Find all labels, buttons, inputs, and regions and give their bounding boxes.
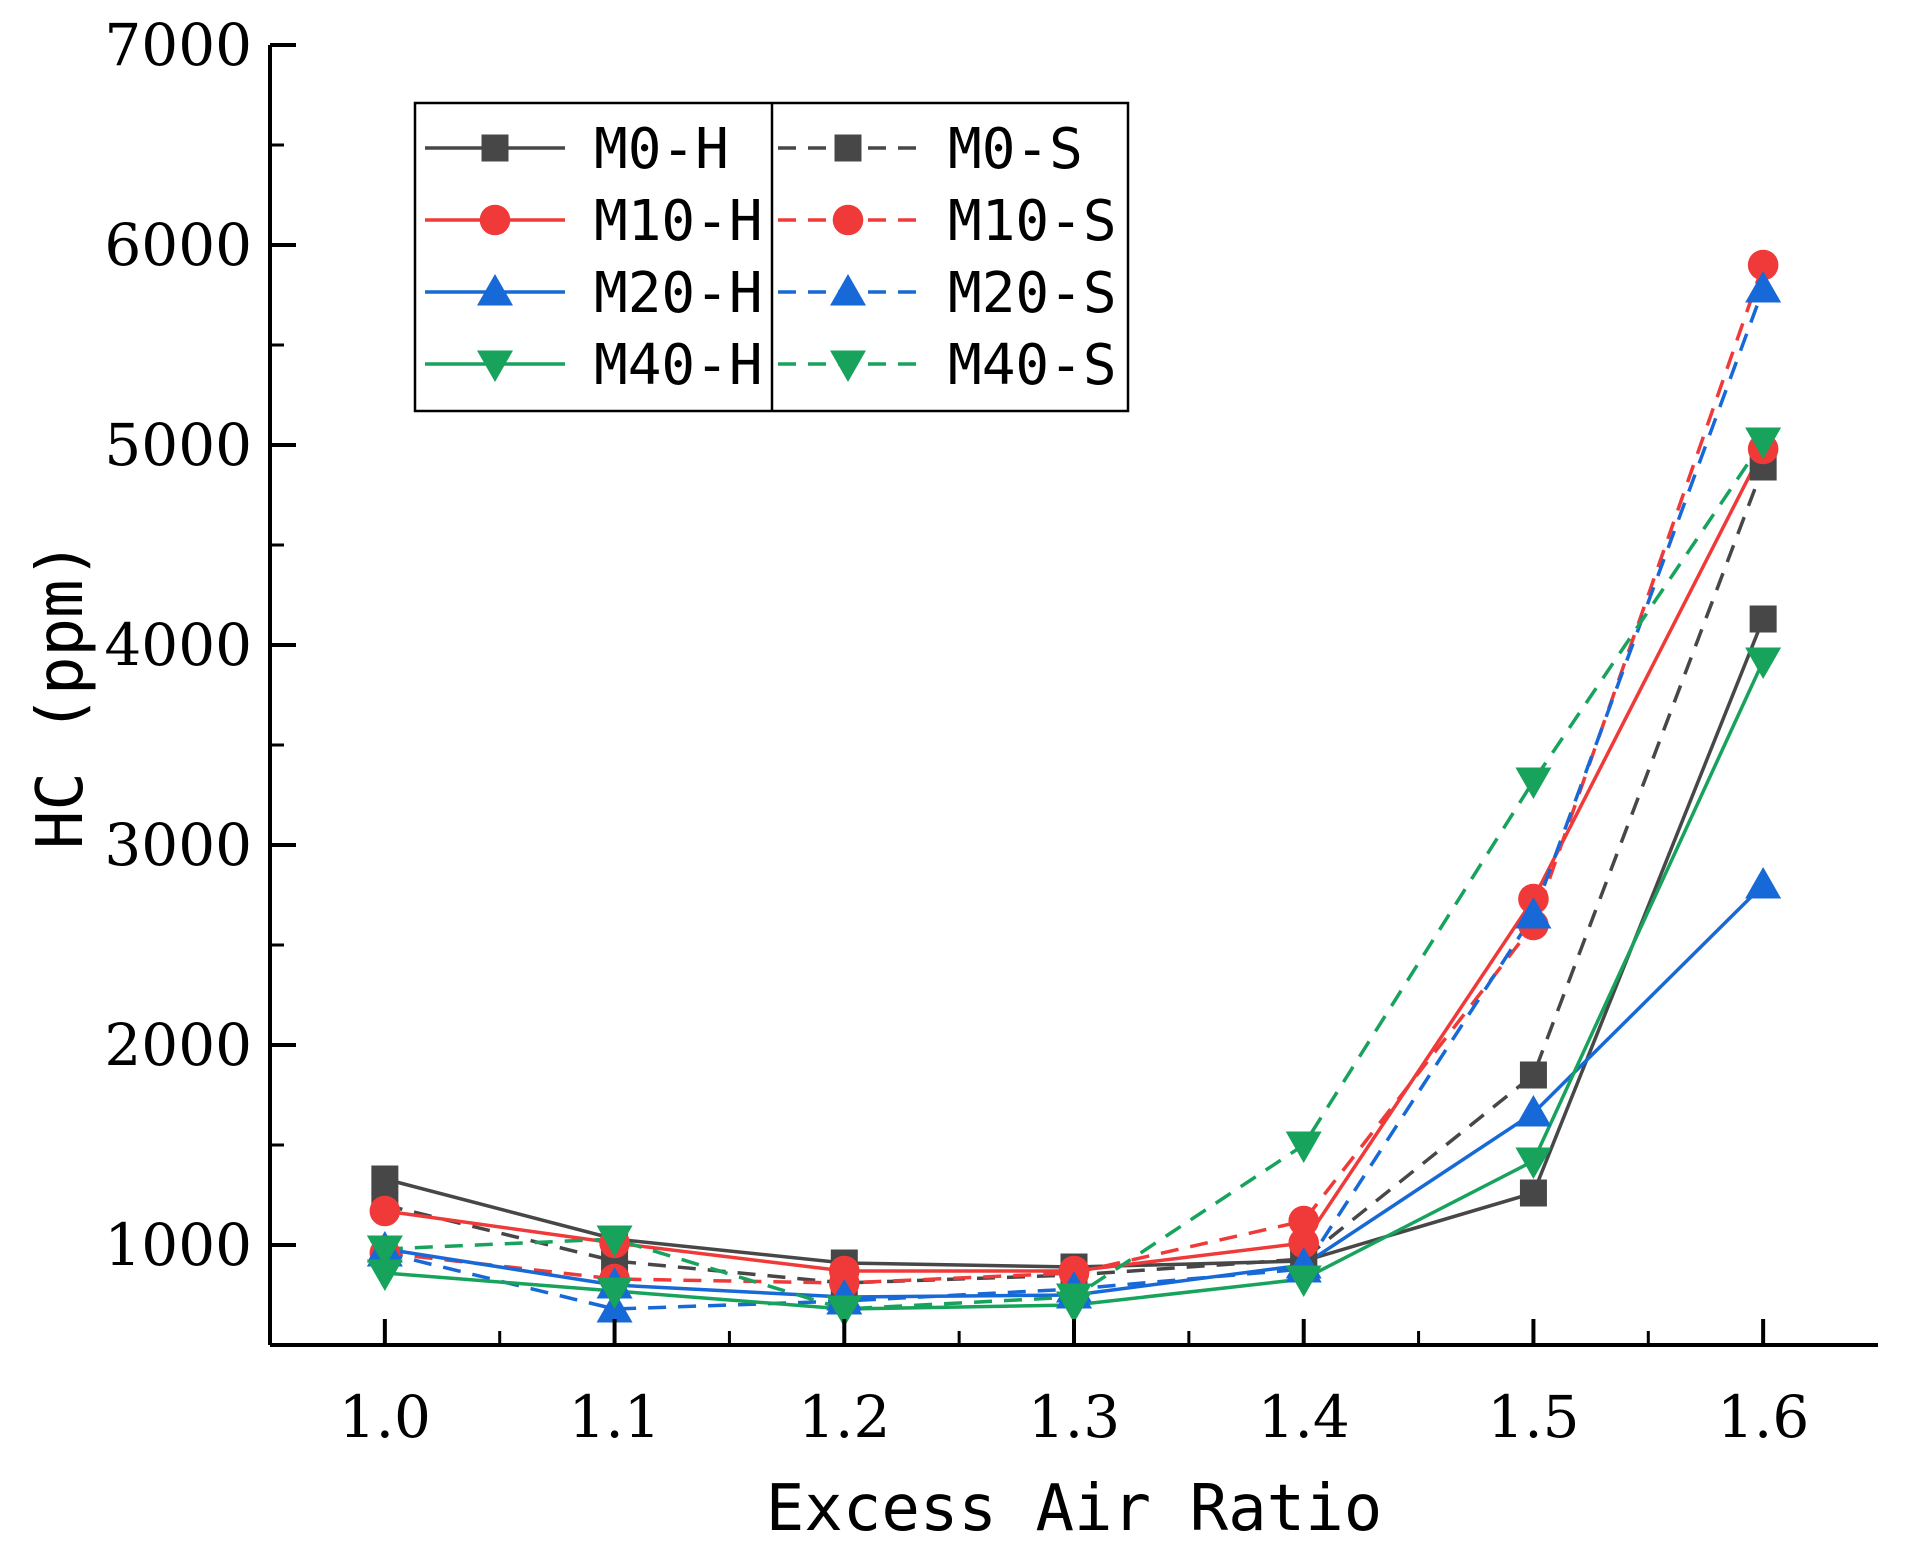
series-layer — [366, 249, 1782, 1327]
point-m40-h — [366, 1259, 403, 1291]
series-line-m10-h — [384, 448, 1765, 1273]
point-m10-s — [1288, 1205, 1320, 1237]
x-axis-title: Excess Air Ratio — [766, 1472, 1383, 1546]
point-m10-h — [1288, 1227, 1320, 1259]
point-m40-h — [1285, 1265, 1322, 1297]
legend: M0-H M10-H M20-H M40-H M0-S M10-S M20-S M40-S — [413, 101, 1130, 413]
point-m0-h — [1749, 605, 1777, 633]
legend-label-m40-h: M40-H — [594, 333, 763, 398]
point-m40-s — [1745, 427, 1782, 459]
legend-marker-m20-s — [830, 274, 866, 306]
series-line-m40-h — [384, 660, 1765, 1311]
x-tick-label: 1.3 — [1028, 1383, 1120, 1451]
y-tick-label: 3000 — [104, 811, 252, 879]
legend-label-m0-h: M0-H — [594, 117, 729, 182]
y-axis-title: HC (ppm) — [24, 541, 98, 849]
legend-marker-m40-s — [830, 350, 866, 382]
x-tick-label: 1.6 — [1717, 1383, 1809, 1451]
point-m0-h — [1519, 1179, 1547, 1207]
point-m20-h — [1515, 1095, 1552, 1127]
point-m0-h — [371, 1165, 399, 1193]
y-tick-label: 2000 — [104, 1011, 252, 1079]
point-m20-s — [1515, 897, 1552, 929]
x-tick-label: 1.0 — [339, 1383, 431, 1451]
y-tick-label: 5000 — [104, 411, 252, 479]
series-line-m0-h — [384, 618, 1765, 1269]
series-line-m0-s — [384, 466, 1765, 1285]
legend-marker-m20-h — [477, 274, 513, 306]
point-m10-h — [369, 1195, 401, 1227]
x-tick-label: 1.1 — [568, 1383, 660, 1451]
legend-label-m40-s: M40-S — [948, 333, 1117, 398]
point-m40-s — [366, 1235, 403, 1267]
point-m40-s — [1515, 767, 1552, 799]
point-m40-s — [1056, 1283, 1092, 1315]
x-tick-label: 1.4 — [1258, 1383, 1350, 1451]
series-line-m40-s — [384, 440, 1765, 1311]
point-m40-h — [1745, 647, 1782, 679]
y-tick-label: 6000 — [104, 211, 252, 279]
x-tick-label: 1.2 — [798, 1383, 890, 1451]
y-tick-label: 7000 — [104, 11, 252, 79]
legend-label-m20-s: M20-S — [948, 261, 1117, 326]
point-m40-h — [596, 1277, 633, 1309]
point-m40-h — [1515, 1147, 1552, 1179]
point-m40-s — [1285, 1131, 1322, 1163]
legend-label-m0-s: M0-S — [948, 117, 1083, 182]
series-line-m10-s — [384, 264, 1765, 1285]
series-line-m20-s — [384, 288, 1765, 1311]
point-m0-s — [1519, 1061, 1547, 1089]
point-m40-s — [596, 1225, 633, 1257]
legend-marker-m0-h — [481, 134, 509, 162]
legend-marker-m10-h — [479, 204, 511, 236]
legend-label-m20-h: M20-H — [594, 261, 763, 326]
point-m40-s — [826, 1295, 863, 1327]
legend-label-m10-h: M10-H — [594, 189, 763, 254]
legend-marker-m10-s — [832, 204, 864, 236]
y-tick-label: 1000 — [104, 1211, 252, 1279]
series-line-m20-h — [384, 883, 1765, 1299]
x-tick-label: 1.5 — [1487, 1383, 1579, 1451]
legend-marker-m40-h — [477, 350, 513, 382]
ticks: 1000 2000 3000 4000 5000 6000 7000 1.0 1.1 1.2 1.3… — [104, 11, 1809, 1451]
point-m20-h — [1745, 867, 1782, 899]
point-m10-s — [1747, 249, 1779, 281]
y-tick-label: 4000 — [104, 611, 252, 679]
legend-marker-m0-s — [834, 134, 862, 162]
legend-label-m10-s: M10-S — [948, 189, 1117, 254]
point-m20-s — [1745, 271, 1782, 303]
